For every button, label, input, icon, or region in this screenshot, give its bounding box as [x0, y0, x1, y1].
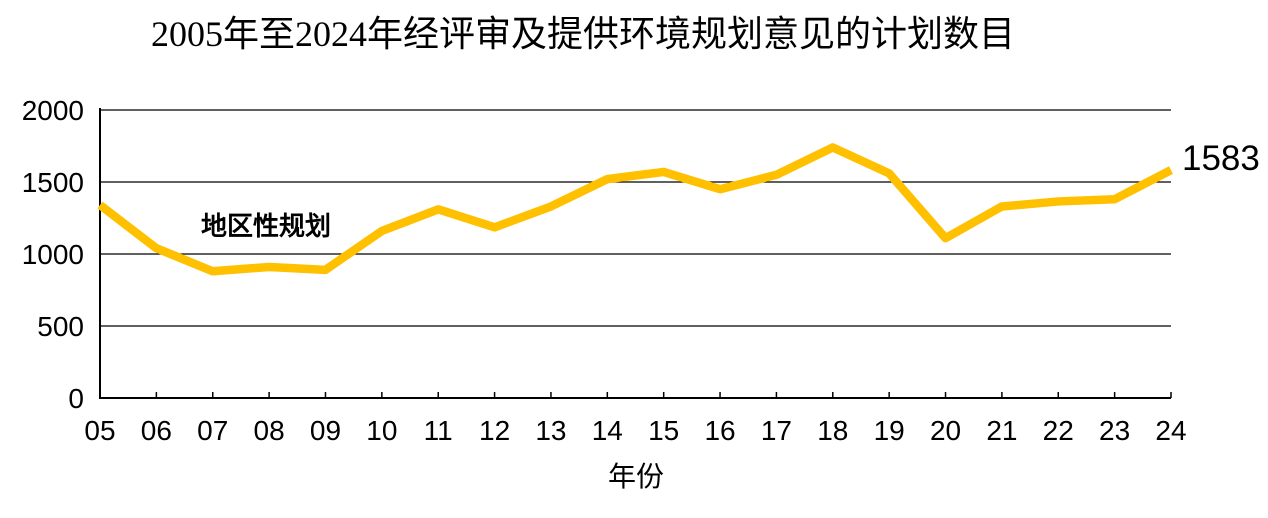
x-tick-label: 24 [1155, 415, 1186, 446]
end-value-label: 1583 [1182, 139, 1260, 178]
x-tick-label: 11 [424, 415, 453, 446]
x-tick-label: 10 [366, 415, 397, 446]
y-tick-label: 0 [68, 383, 84, 414]
x-tick-label: 15 [648, 415, 679, 446]
x-tick-label: 13 [535, 415, 566, 446]
chart-title: 2005年至2024年经评审及提供环境规划意见的计划数目 [150, 14, 1015, 54]
x-tick-label: 09 [310, 415, 341, 446]
x-tick-label: 19 [874, 415, 905, 446]
x-tick-label: 20 [930, 415, 961, 446]
y-tick-label: 1500 [22, 167, 84, 198]
x-tick-label: 06 [141, 415, 172, 446]
x-tick-label: 12 [479, 415, 510, 446]
x-tick-label: 07 [197, 415, 228, 446]
x-tick-label: 14 [592, 415, 623, 446]
x-tick-label: 23 [1099, 415, 1130, 446]
y-tick-label: 2000 [22, 95, 84, 126]
x-tick-label: 18 [817, 415, 848, 446]
series-line [97, 143, 1173, 276]
series-label: 地区性规划 [201, 212, 332, 241]
x-tick-label: 21 [986, 415, 1017, 446]
x-axis-title: 年份 [607, 462, 664, 493]
y-tick-label: 1000 [22, 239, 84, 270]
x-tick-label: 08 [254, 415, 285, 446]
x-tick-label: 17 [761, 415, 792, 446]
x-tick-label: 22 [1043, 415, 1074, 446]
x-tick-label: 16 [704, 415, 735, 446]
x-tick-label: 05 [84, 415, 115, 446]
y-tick-label: 500 [37, 311, 84, 342]
